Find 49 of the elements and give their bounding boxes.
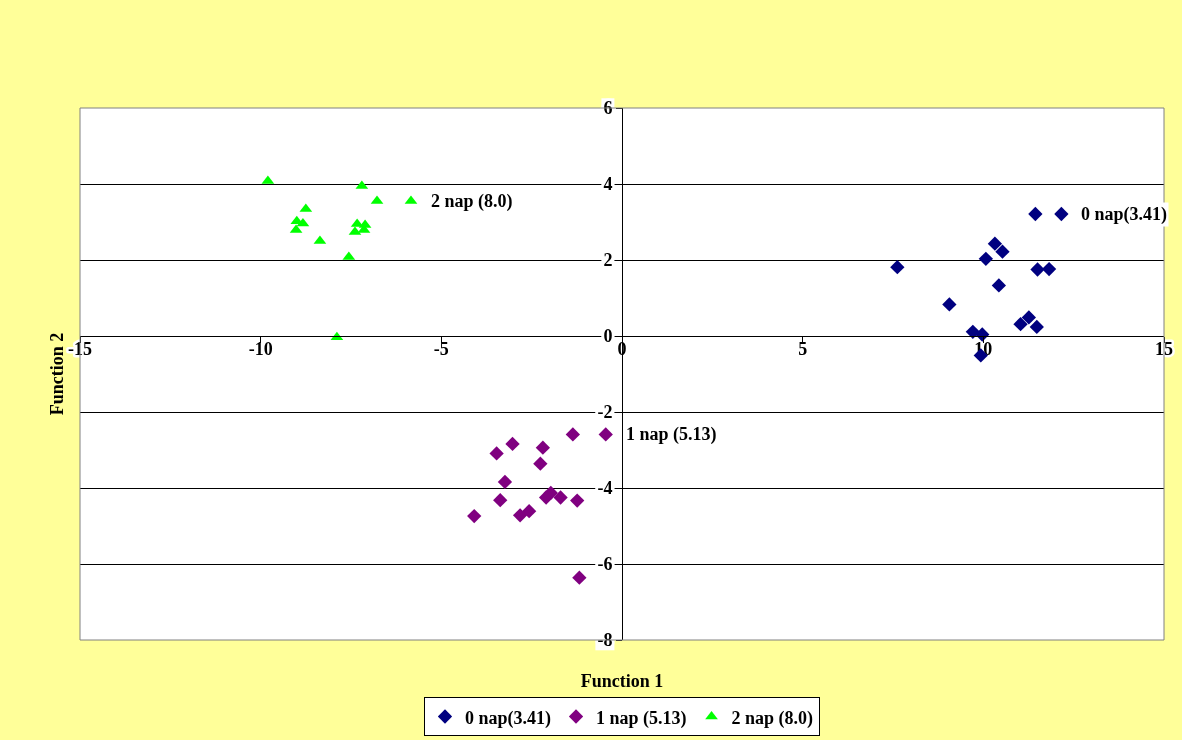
point — [991, 278, 1007, 293]
point — [987, 236, 1003, 251]
point — [533, 456, 548, 471]
y-tick-label: -8 — [597, 630, 613, 651]
annotation: 1 nap (5.13) — [626, 424, 717, 445]
point — [965, 324, 980, 339]
y-tick-label: -2 — [597, 402, 613, 423]
point — [543, 485, 558, 501]
point — [467, 508, 482, 524]
y-tick-label: 4 — [603, 174, 613, 195]
point — [1041, 261, 1057, 277]
x-axis-title: Function 1 — [580, 671, 664, 692]
legend-label: 2 nap (8.0) — [731, 707, 814, 729]
point — [535, 440, 551, 455]
point — [512, 508, 528, 523]
point — [505, 436, 520, 452]
point — [565, 427, 581, 442]
point — [1030, 262, 1045, 277]
point — [995, 244, 1010, 259]
point — [1054, 206, 1069, 222]
point — [553, 490, 568, 505]
point — [521, 504, 537, 519]
point — [1013, 317, 1028, 332]
point — [572, 570, 587, 585]
x-tick-label: -10 — [248, 339, 273, 359]
point — [598, 427, 613, 442]
annotation: 2 nap (8.0) — [431, 191, 513, 212]
x-tick-label: -5 — [433, 339, 449, 359]
point — [1029, 319, 1044, 335]
y-tick-label: 2 — [603, 250, 613, 271]
point — [1028, 206, 1043, 222]
point — [978, 251, 994, 267]
legend-label: 0 nap(3.41) — [465, 707, 552, 729]
legend-label: 1 nap (5.13) — [596, 707, 687, 729]
y-tick-label: -6 — [597, 554, 613, 575]
annotation: 0 nap(3.41) — [1081, 204, 1168, 225]
x-tick-label: 5 — [798, 339, 808, 359]
x-tick-label: 15 — [1155, 339, 1173, 359]
point — [890, 260, 905, 275]
x-tick-label: -15 — [68, 339, 92, 359]
y-tick-label: 6 — [603, 98, 613, 119]
point — [497, 474, 513, 490]
point — [942, 297, 957, 312]
y-axis-title: Function 2 — [47, 332, 68, 416]
point — [489, 446, 504, 461]
point — [493, 493, 508, 508]
point — [1021, 310, 1037, 325]
y-tick-label: -4 — [597, 478, 613, 499]
point — [570, 493, 585, 508]
